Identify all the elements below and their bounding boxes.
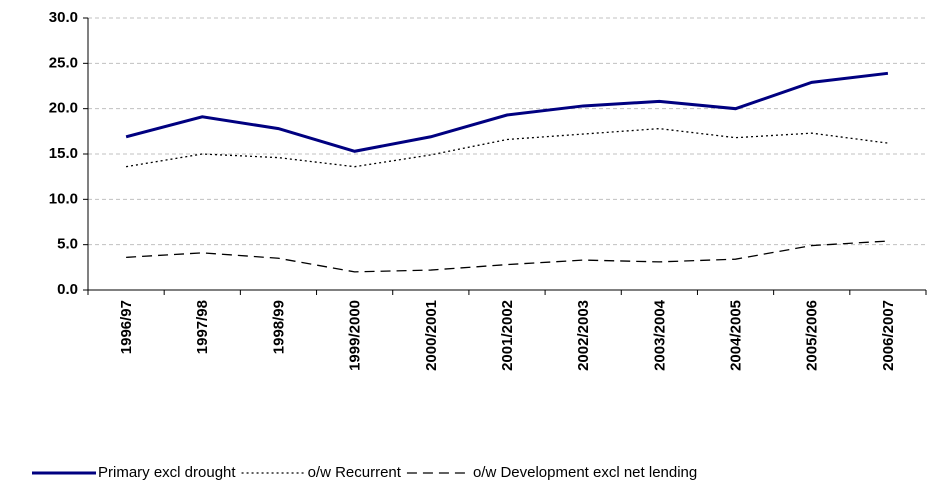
- y-tick-label: 5.0: [57, 236, 78, 253]
- x-tick-label: 1999/2000: [347, 300, 364, 371]
- x-tick-label: 2001/2002: [499, 300, 516, 371]
- series-line: [125, 71, 889, 153]
- y-tick-label: 20.0: [49, 100, 78, 117]
- x-tick-label: 1996/97: [118, 300, 135, 354]
- legend-label: o/w Development excl net lending: [473, 464, 697, 481]
- legend-label: o/w Recurrent: [308, 464, 402, 481]
- x-tick-label: 2004/2005: [728, 300, 745, 371]
- y-tick-label: 30.0: [49, 9, 78, 26]
- series-line: [125, 127, 888, 168]
- y-tick-label: 0.0: [57, 281, 78, 298]
- x-tick-label: 2005/2006: [804, 300, 821, 371]
- y-tick-label: 10.0: [49, 190, 78, 207]
- x-tick-label: 2002/2003: [575, 300, 592, 371]
- y-tick-label: 15.0: [49, 145, 78, 162]
- series-line: [126, 240, 888, 273]
- x-tick-label: 2000/2001: [423, 300, 440, 371]
- x-tick-label: 2003/2004: [651, 299, 668, 371]
- y-tick-label: 25.0: [49, 54, 78, 71]
- x-tick-label: 2006/2007: [880, 300, 897, 371]
- legend-label: Primary excl drought: [98, 464, 236, 481]
- x-tick-label: 1998/99: [270, 300, 287, 354]
- x-tick-label: 1997/98: [194, 300, 211, 354]
